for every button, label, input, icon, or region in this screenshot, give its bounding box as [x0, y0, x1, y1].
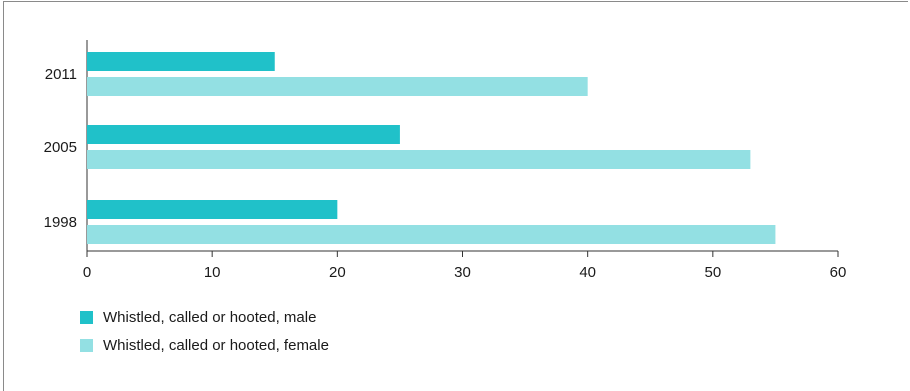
bar-2011-male [87, 52, 275, 71]
bar-2005-female [87, 150, 751, 169]
category-label-1998: 1998 [44, 214, 77, 231]
legend-label-female: Whistled, called or hooted, female [103, 336, 329, 354]
bar-2005-male [87, 125, 400, 144]
x-tick-label-10: 10 [204, 264, 221, 281]
legend-label-male: Whistled, called or hooted, male [103, 308, 317, 326]
legend-item-male: Whistled, called or hooted, male [80, 306, 329, 328]
legend-item-female: Whistled, called or hooted, female [80, 334, 329, 356]
legend-swatch-female [80, 338, 93, 352]
bar-chart: 2011 2005 1998 0 10 20 30 40 50 60 [44, 40, 847, 281]
category-label-2005: 2005 [44, 139, 77, 156]
category-label-2011: 2011 [45, 66, 77, 83]
x-tick-label-50: 50 [704, 264, 721, 281]
bar-2011-female [87, 77, 588, 96]
x-tick-label-20: 20 [329, 264, 346, 281]
x-tick-label-0: 0 [83, 264, 91, 281]
x-tick-label-40: 40 [579, 264, 596, 281]
bar-1998-female [87, 225, 776, 244]
legend-swatch-male [80, 310, 93, 324]
chart-frame [3, 1, 908, 391]
x-tick-label-30: 30 [454, 264, 471, 281]
bar-1998-male [87, 200, 338, 219]
legend: Whistled, called or hooted, male Whistle… [80, 306, 329, 362]
x-tick-label-60: 60 [830, 264, 847, 281]
